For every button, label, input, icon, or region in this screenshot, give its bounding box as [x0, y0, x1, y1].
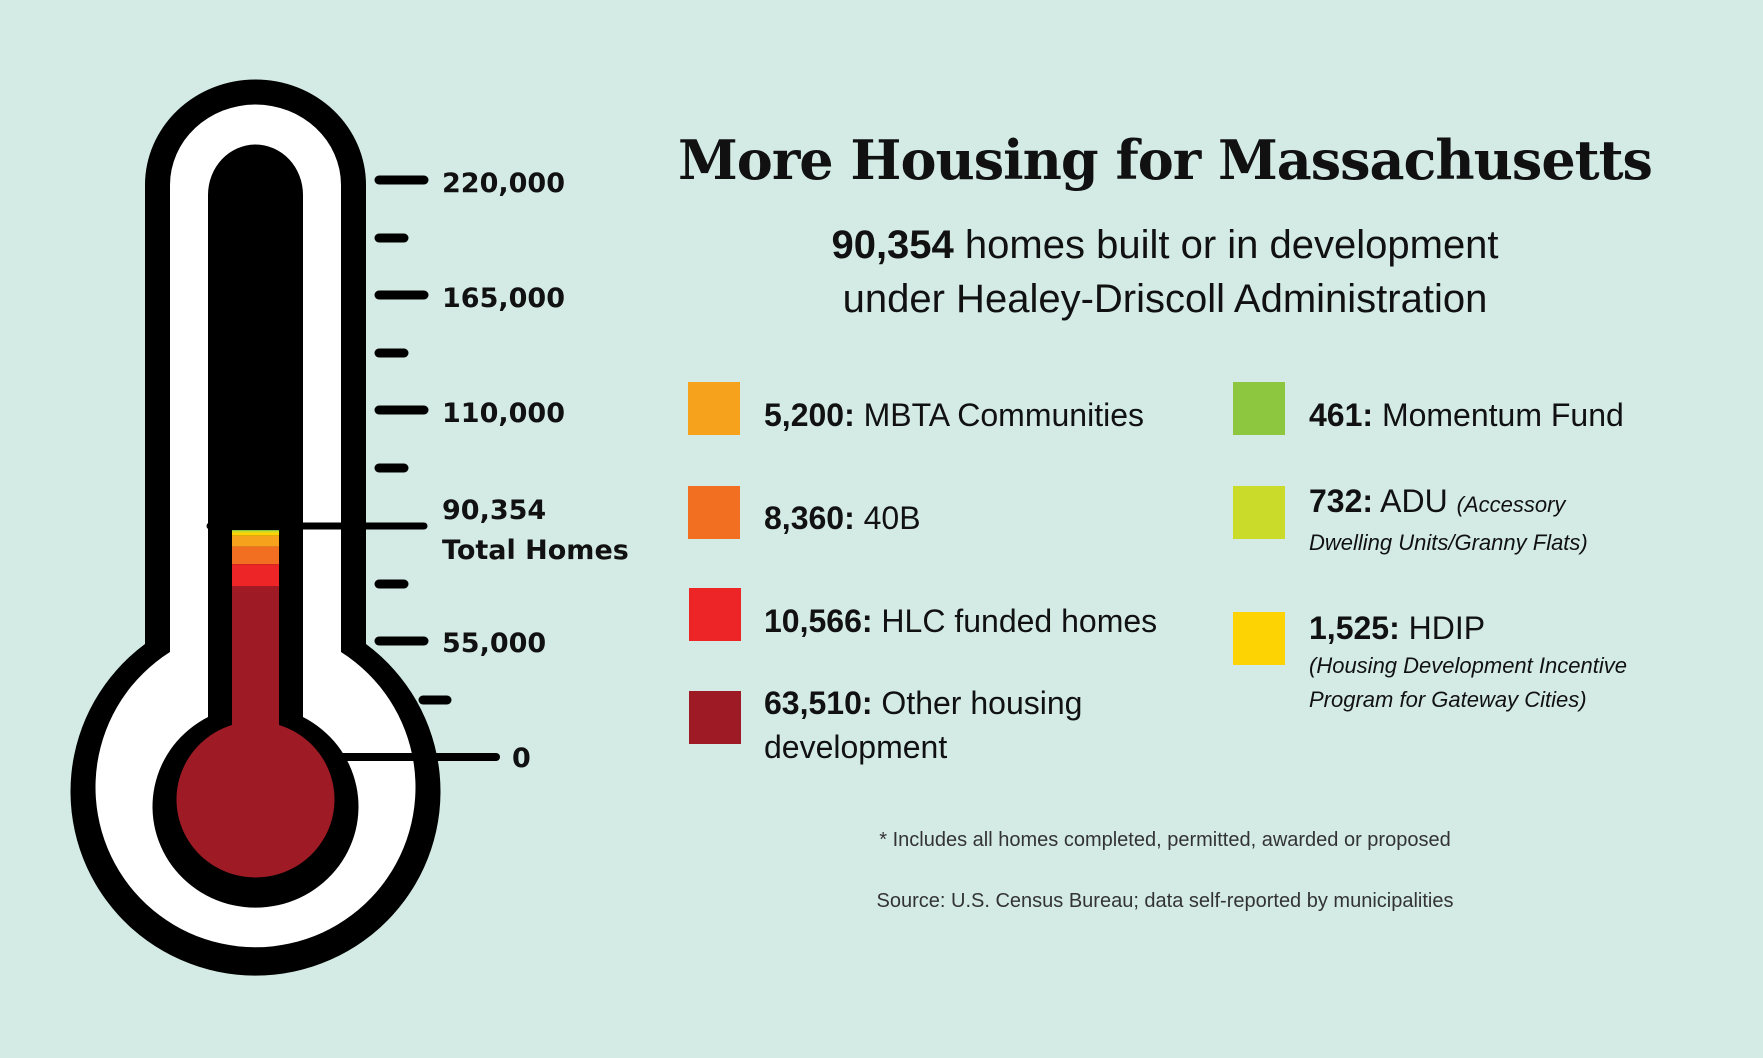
tick-label-0: 0 [512, 743, 531, 774]
total-label: 90,354 [442, 495, 547, 526]
subtitle-line2: under Healey-Driscoll Administration [842, 277, 1488, 321]
fill-segment-other-housing-development [176, 586, 335, 878]
tick-label-55000: 55,000 [442, 628, 547, 659]
source: Source: U.S. Census Bureau; data self-re… [876, 890, 1454, 912]
thermometer-fill [176, 530, 335, 878]
legend-swatch-other [689, 691, 741, 744]
subtitle-total: 90,354 [831, 223, 954, 267]
fill-segment-momentum-fund [232, 530, 279, 531]
fill-segment-adu [232, 530, 279, 533]
tick-label-110000: 110,000 [442, 398, 565, 429]
subtitle-line1: homes built or in development [953, 223, 1499, 267]
legend-item-momentum: 461: Momentum Fund [1309, 397, 1624, 433]
legend-item-adu: 732: ADU (Accessory Dwelling Units/Granny… [1309, 483, 1588, 555]
legend-swatch-40b [688, 486, 740, 539]
fill-segment-hlc-funded-homes [232, 564, 279, 587]
fill-segment-40b [232, 546, 279, 565]
fill-segment-hdip [232, 532, 279, 536]
legend-item-hdip: 1,525: HDIP (Housing Development Incentiv… [1309, 610, 1627, 712]
legend-swatch-hdip [1233, 612, 1285, 665]
legend-swatch-hlc [689, 588, 741, 641]
thermometer-ticks [206, 175, 500, 761]
legend-swatch-momentum [1233, 382, 1285, 435]
total-caption: Total Homes [442, 535, 629, 566]
fill-segment-mbta-communities [232, 535, 279, 547]
legend-item-40b: 8,360: 40B [764, 500, 921, 536]
legend-item-hlc: 10,566: HLC funded homes [764, 603, 1158, 639]
subtitle: 90,354 homes built or in development und… [600, 218, 1730, 326]
page-title: More Housing for Massachusetts [678, 128, 1653, 192]
legend-swatch-adu [1233, 486, 1285, 539]
legend-item-other: 63,510: Other housing development [764, 685, 1083, 765]
legend-swatch-mbta [688, 382, 740, 435]
thermometer-chart [70, 79, 500, 976]
legend-item-mbta: 5,200: MBTA Communities [764, 397, 1144, 433]
tick-label-220000: 220,000 [442, 168, 565, 199]
footnote: * Includes all homes completed, permitte… [879, 829, 1451, 851]
tick-label-165000: 165,000 [442, 283, 565, 314]
